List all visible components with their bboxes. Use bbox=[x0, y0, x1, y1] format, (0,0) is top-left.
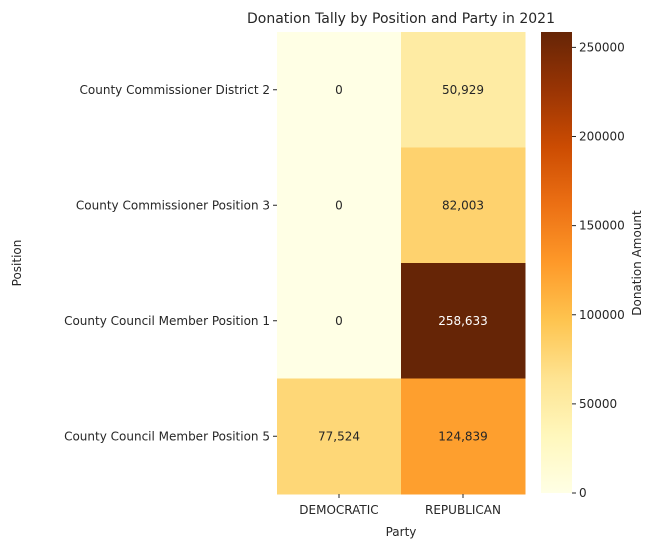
heatmap-cell bbox=[401, 147, 526, 264]
cell-value-label: 0 bbox=[335, 83, 343, 97]
cell-value-label: 50,929 bbox=[442, 83, 484, 97]
heatmap-cell bbox=[277, 263, 402, 379]
colorbar-tick-label: 200000 bbox=[579, 130, 625, 144]
y-tick-label: County Commissioner District 2 bbox=[80, 83, 270, 97]
colorbar-tick-label: 150000 bbox=[579, 219, 625, 233]
cell-value-label: 0 bbox=[335, 314, 343, 328]
heatmap-cell bbox=[401, 378, 526, 495]
x-axis: DEMOCRATIC REPUBLICAN bbox=[299, 494, 501, 517]
chart-title: Donation Tally by Position and Party in … bbox=[247, 11, 555, 27]
x-tick-label: REPUBLICAN bbox=[425, 503, 501, 517]
y-axis-label: Position bbox=[10, 240, 24, 287]
x-tick-label: DEMOCRATIC bbox=[299, 503, 378, 517]
y-axis: County Commissioner District 2 County Com… bbox=[64, 83, 277, 443]
colorbar-ticks: 0 50000 100000 150000 200000 250000 bbox=[572, 40, 625, 500]
heatmap-cell bbox=[277, 378, 402, 495]
y-tick-label: County Council Member Position 5 bbox=[64, 429, 270, 443]
cell-value-label: 124,839 bbox=[438, 429, 488, 443]
heatmap-cell bbox=[277, 32, 402, 148]
heatmap-cell bbox=[401, 32, 526, 148]
colorbar-tick-label: 50000 bbox=[579, 397, 617, 411]
colorbar-tick-label: 100000 bbox=[579, 308, 625, 322]
y-tick-label: County Commissioner Position 3 bbox=[76, 198, 270, 212]
cell-value-label: 82,003 bbox=[442, 198, 484, 212]
y-tick-label: County Council Member Position 1 bbox=[64, 314, 270, 328]
cell-value-label: 0 bbox=[335, 198, 343, 212]
cell-value-label: 258,633 bbox=[438, 314, 488, 328]
cell-value-label: 77,524 bbox=[318, 429, 360, 443]
colorbar-tick-label: 250000 bbox=[579, 40, 625, 54]
x-axis-label: Party bbox=[386, 525, 417, 539]
heatmap-cell bbox=[401, 263, 526, 379]
cell-labels: 0 50,929 0 82,003 0 258,633 77,524 124,839 bbox=[318, 83, 488, 444]
colorbar: 0 50000 100000 150000 200000 250000 Donation … bbox=[541, 32, 644, 500]
colorbar-gradient bbox=[541, 32, 572, 493]
heatmap-cells bbox=[277, 32, 526, 495]
colorbar-label: Donation Amount bbox=[630, 210, 644, 316]
colorbar-tick-label: 0 bbox=[579, 486, 587, 500]
heatmap-cell bbox=[277, 147, 402, 264]
